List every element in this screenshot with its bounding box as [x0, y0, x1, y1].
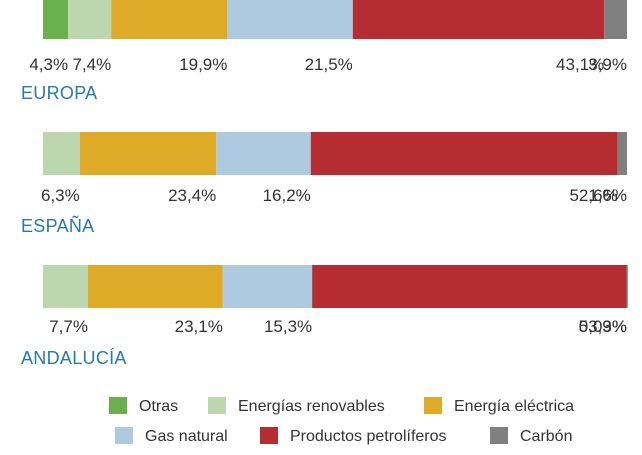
bar-espana-productos-petroliferos — [310, 132, 618, 175]
region-label: EUROPA — [21, 83, 97, 103]
legend-item-energias-renovables: Energías renovables — [208, 397, 385, 415]
bar-andalucia-energias-renovables — [43, 265, 88, 308]
bar-andalucia-productos-petroliferos — [312, 265, 627, 308]
region-label: ANDALUCÍA — [21, 348, 127, 368]
bar-andalucia-carbon — [626, 265, 628, 308]
bar-europa-productos-petroliferos — [352, 0, 605, 39]
bar-espana-energias-renovables — [43, 132, 80, 175]
data-label: 7,7% — [49, 317, 88, 336]
legend-swatch — [490, 427, 508, 444]
bars-layer — [43, 0, 628, 308]
data-label: 21,5% — [305, 55, 353, 74]
legend-label: Otras — [139, 398, 178, 415]
legend-item-carbon: Carbón — [490, 427, 572, 445]
data-label: 16,2% — [263, 186, 311, 205]
legend-item-productos-petroliferos: Productos petrolíferos — [260, 427, 447, 445]
bar-andalucia-energia-electrica — [87, 265, 223, 308]
data-label: 19,9% — [179, 55, 227, 74]
bar-andalucia-gas-natural — [222, 265, 313, 308]
bar-europa-otras — [43, 0, 69, 39]
bar-europa-energia-electrica — [111, 0, 228, 39]
legend-item-otras: Otras — [109, 397, 178, 415]
legend-swatch — [208, 397, 226, 414]
data-label: 3,9% — [588, 55, 627, 74]
data-label: 0,03% — [579, 317, 627, 336]
legend-swatch — [424, 397, 442, 414]
legend-item-energia-electrica: Energía eléctrica — [424, 397, 574, 415]
data-label: 1,6% — [588, 186, 627, 205]
bar-espana-carbon — [617, 132, 627, 175]
legend-swatch — [115, 427, 133, 444]
value-labels-layer: 4,3% 7,4% 19,9% 21,5% 43,1%3,9% 6,3% 23,4% 16,2… — [29, 55, 627, 336]
legend-label: Gas natural — [145, 428, 228, 445]
data-label: 7,4% — [73, 55, 112, 74]
data-label: 4,3% — [29, 55, 68, 74]
legend-label: Energía eléctrica — [454, 398, 574, 415]
data-label: 53,9% — [579, 317, 627, 336]
data-label: 15,3% — [264, 317, 312, 336]
legend-swatch — [109, 397, 127, 414]
legend: Otras Energías renovables Energía eléctric… — [109, 397, 574, 445]
legend-label: Carbón — [520, 428, 572, 445]
bar-espana-energia-electrica — [79, 132, 217, 175]
bar-europa-carbon — [604, 0, 627, 39]
bar-europa-gas-natural — [227, 0, 353, 39]
legend-label: Productos petrolíferos — [290, 428, 447, 445]
bar-europa-energias-renovables — [68, 0, 112, 39]
data-label: 23,1% — [175, 317, 223, 336]
data-label: 52,6% — [569, 186, 617, 205]
legend-swatch — [260, 427, 278, 444]
region-label: ESPAÑA — [21, 215, 95, 236]
legend-label: Energías renovables — [238, 398, 385, 415]
legend-item-gas-natural: Gas natural — [115, 427, 228, 445]
data-label: 23,4% — [168, 186, 216, 205]
data-label: 6,3% — [41, 186, 80, 205]
region-labels-layer: EUROPA ESPAÑA ANDALUCÍA — [21, 83, 127, 368]
bar-espana-gas-natural — [216, 132, 311, 175]
data-label: 43,1% — [556, 55, 604, 74]
